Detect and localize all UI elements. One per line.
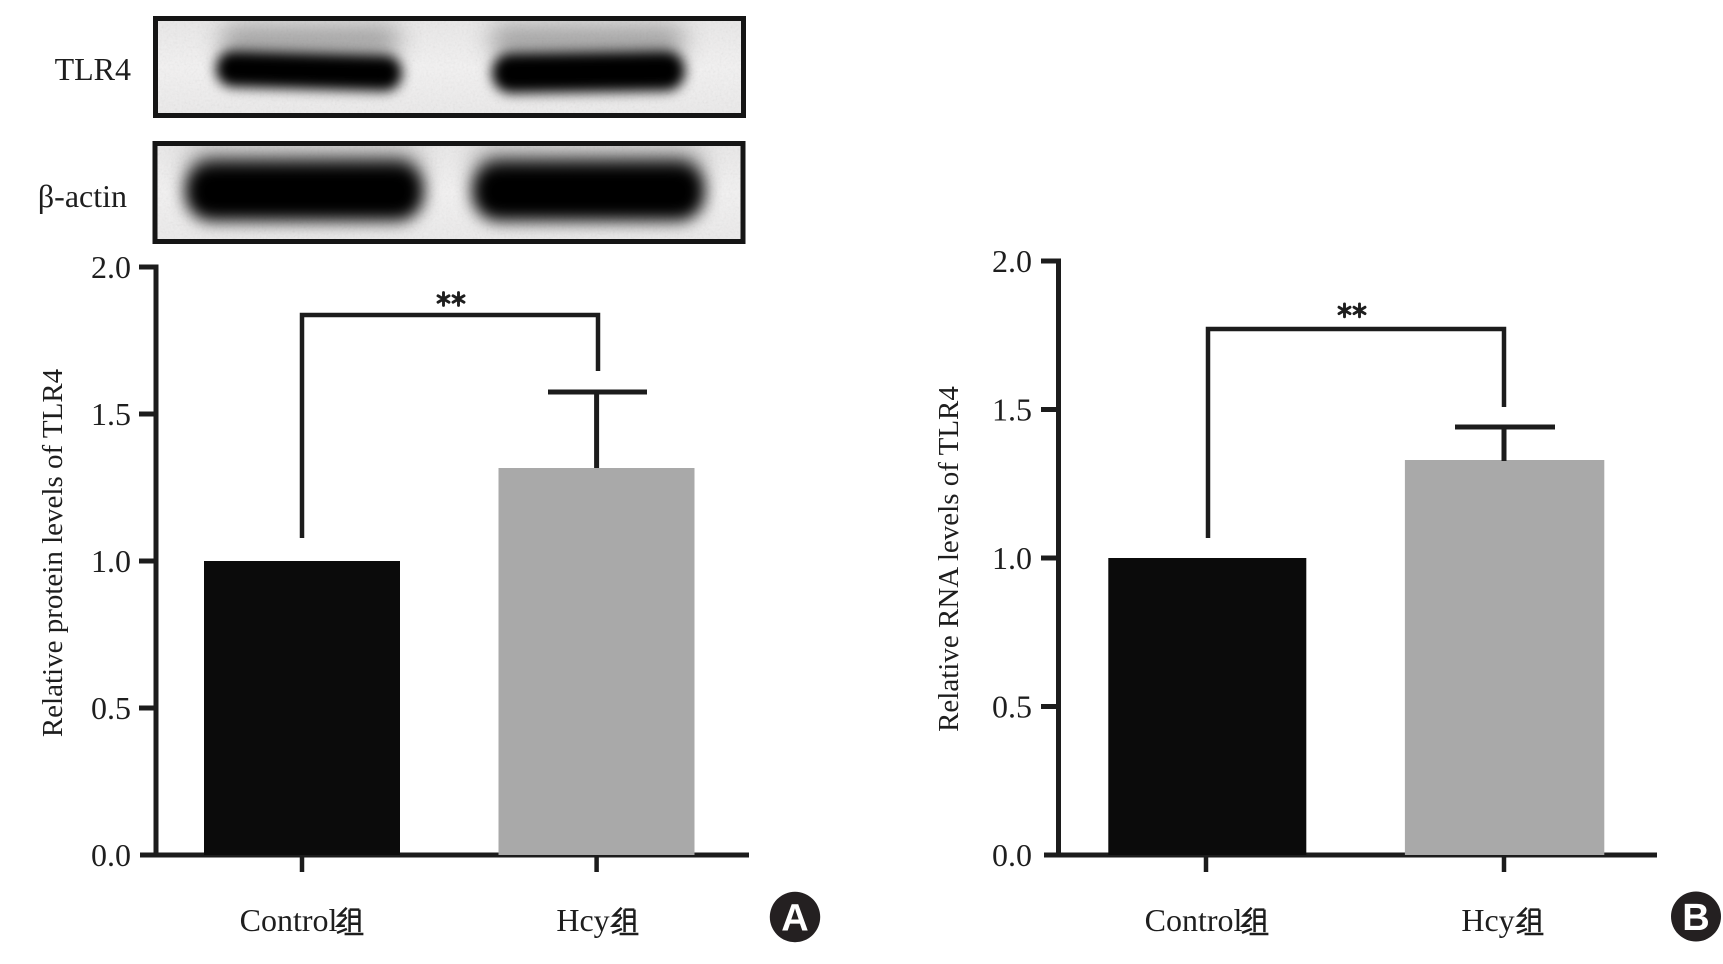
svg-text:Hcy: Hcy — [556, 902, 609, 938]
svg-text:0.5: 0.5 — [992, 689, 1032, 725]
svg-text:1.5: 1.5 — [992, 392, 1032, 428]
svg-text:A: A — [781, 898, 808, 940]
svg-text:0.5: 0.5 — [91, 690, 131, 726]
svg-text:Relative protein levels of TLR: Relative protein levels of TLR4 — [37, 368, 69, 737]
svg-text:2.0: 2.0 — [992, 243, 1032, 279]
svg-text:1.0: 1.0 — [992, 540, 1032, 576]
svg-text:1.5: 1.5 — [91, 396, 131, 432]
svg-text:0.0: 0.0 — [992, 837, 1032, 873]
svg-text:0.0: 0.0 — [91, 837, 131, 873]
svg-text:Control: Control — [1145, 902, 1243, 938]
svg-text:2.0: 2.0 — [91, 249, 131, 285]
svg-text:B: B — [1682, 897, 1709, 939]
svg-text:Control: Control — [240, 902, 338, 938]
svg-text:Hcy: Hcy — [1461, 902, 1514, 938]
svg-text:1.0: 1.0 — [91, 543, 131, 579]
svg-text:Relative RNA levels of TLR4: Relative RNA levels of TLR4 — [933, 386, 965, 732]
svg-text:β-actin: β-actin — [38, 178, 127, 214]
svg-text:TLR4: TLR4 — [55, 51, 131, 87]
